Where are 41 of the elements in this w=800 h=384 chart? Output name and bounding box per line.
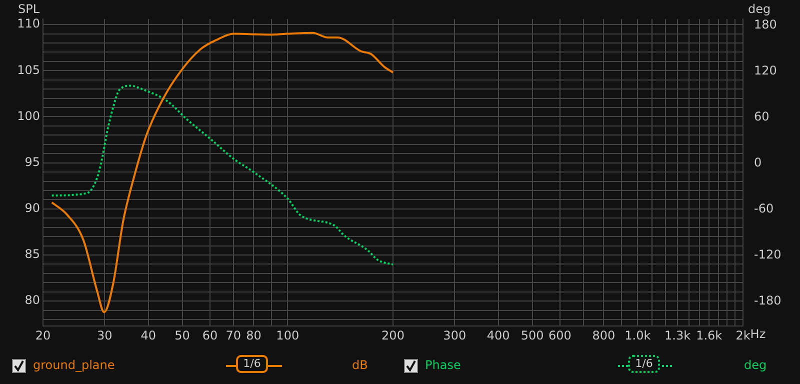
y-axis-title: SPL xyxy=(18,2,40,16)
x-tick-label: 500 xyxy=(520,328,544,342)
y2-tick-label: 120 xyxy=(754,63,777,78)
x-tick-label: 1.3k xyxy=(664,328,691,342)
x-tick-label: 200 xyxy=(382,328,404,342)
y-tick-label: 85 xyxy=(24,247,40,262)
text: dB xyxy=(352,358,368,372)
y2-tick-label: 0 xyxy=(754,155,762,170)
y2-tick-label: 60 xyxy=(754,109,770,124)
x-tick-label: 300 xyxy=(443,328,466,342)
x-tick-label: 800 xyxy=(592,328,616,342)
x-tick-label: 70 xyxy=(226,328,242,342)
y2-tick-label: -60 xyxy=(754,201,774,216)
y-tick-label: 105 xyxy=(17,62,40,77)
x-tick-label: 1.0k xyxy=(624,328,651,342)
x-axis-title: Hz xyxy=(750,327,766,342)
x-tick-label: 60 xyxy=(202,328,218,342)
x-tick-label: 40 xyxy=(140,328,156,342)
x-tick-label: 50 xyxy=(174,328,190,342)
text: ground_plane xyxy=(33,358,115,372)
y2-tick-label: 180 xyxy=(754,17,777,32)
y-tick-label: 90 xyxy=(24,201,40,216)
x-tick-label: 400 xyxy=(486,328,510,342)
x-tick-label: 2k xyxy=(736,328,750,342)
y-tick-label: 80 xyxy=(24,293,40,308)
text: Phase xyxy=(425,358,461,372)
x-tick-label: 30 xyxy=(96,328,112,342)
y-tick-label: 110 xyxy=(17,16,40,31)
y-tick-label: 100 xyxy=(17,108,40,123)
text: deg xyxy=(744,358,767,372)
x-tick-label: 600 xyxy=(548,328,572,342)
y2-tick-label: -120 xyxy=(754,248,782,262)
x-tick-label: 1.6k xyxy=(696,328,722,342)
y2-axis-title: deg xyxy=(748,2,771,16)
x-tick-label: 80 xyxy=(246,328,262,342)
x-tick-label: 100 xyxy=(276,328,300,342)
y2-tick-label: -180 xyxy=(754,294,782,308)
text: 1/6 xyxy=(236,355,268,373)
x-tick-label: 20 xyxy=(35,328,51,342)
text: 1/6 xyxy=(628,355,660,373)
y-tick-label: 95 xyxy=(24,154,40,169)
